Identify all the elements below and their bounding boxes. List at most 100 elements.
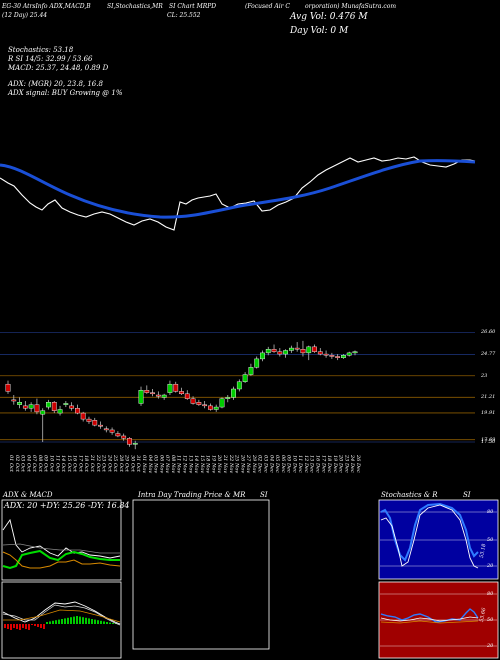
- price-chart: 01 Oct 02 Oct 03 Oct 04 Oct 07 Oct 08 Oct 09 O…: [0, 156, 476, 473]
- macd-bar: [19, 624, 21, 630]
- date-label: 18 Dec: [326, 455, 332, 473]
- rsi-axis-50: 50: [487, 617, 494, 623]
- macd-bar: [37, 624, 39, 627]
- macd-bar: [109, 622, 111, 624]
- moving-average-line: [0, 159, 476, 219]
- candle-body: [69, 405, 75, 409]
- date-label: 18 Oct: [83, 455, 89, 473]
- date-label: 17 Oct: [77, 455, 83, 473]
- macd-bar: [10, 624, 12, 630]
- adx-signal-readout: ADX signal: BUY Growing @ 1%: [8, 89, 123, 97]
- candle-body: [213, 406, 219, 410]
- candle-body: [260, 352, 265, 360]
- price-axis-label: 19.91: [481, 409, 496, 416]
- candle-body: [271, 349, 277, 352]
- header-line2-left: (12 Day) 25.44: [2, 12, 48, 19]
- macd-bar: [52, 620, 54, 624]
- macd-bar: [70, 617, 72, 624]
- adx-line-white: [2, 518, 121, 559]
- candle-body: [283, 350, 288, 355]
- candle-body: [300, 349, 306, 354]
- candle-body: [74, 408, 80, 414]
- candle-body: [51, 402, 57, 411]
- macd-bar: [82, 617, 84, 624]
- candle-body: [225, 397, 231, 399]
- date-label: 22 Oct: [95, 454, 101, 473]
- date-label: 29 Nov: [251, 454, 257, 473]
- date-label: 24 Oct: [106, 454, 112, 473]
- candle-body: [173, 383, 179, 392]
- date-label: 01 Nov: [141, 455, 147, 473]
- candle-body: [46, 402, 51, 408]
- candle-body: [231, 388, 236, 398]
- candle-body: [288, 347, 294, 351]
- date-label: 29 Oct: [124, 454, 130, 473]
- candle-body: [121, 435, 127, 439]
- date-label: 12 Dec: [303, 455, 309, 473]
- date-label: 06 Nov: [158, 455, 164, 473]
- candle-body: [150, 392, 155, 395]
- price-axis-label: 21.21: [481, 394, 496, 401]
- date-label: 08 Nov: [170, 455, 176, 473]
- date-label: 26 Dec: [355, 454, 361, 473]
- date-label: 31 Oct: [135, 455, 141, 473]
- candle-body: [208, 405, 213, 410]
- candle-body: [184, 393, 190, 399]
- date-label: 17 Dec: [320, 455, 326, 473]
- candle-body: [346, 352, 352, 356]
- date-label: 08 Oct: [37, 455, 43, 473]
- macd-bar: [49, 621, 51, 624]
- candle-body: [103, 428, 109, 431]
- macd-bar: [58, 619, 60, 624]
- candle-body: [155, 394, 161, 397]
- adx-values: ADX: 20 +DY: 25.26 -DY: 16.84: [4, 501, 130, 510]
- date-label: 10 Oct: [48, 455, 54, 473]
- macd-bar: [43, 624, 45, 629]
- candle-body: [196, 402, 202, 405]
- candle-body: [312, 346, 317, 352]
- rsi-line-orange: [380, 620, 479, 624]
- macd-bar: [25, 624, 27, 629]
- candle-body: [179, 391, 184, 395]
- macd-bar: [100, 620, 102, 624]
- date-label: 11 Dec: [297, 455, 303, 473]
- candle-body: [335, 356, 341, 358]
- macd-bar: [4, 624, 6, 628]
- candle-body: [202, 404, 208, 407]
- stoch-k-line: [380, 502, 479, 562]
- date-label: 02 Oct: [14, 455, 20, 473]
- price-axis-label: 17.69: [481, 436, 496, 443]
- date-label: 16 Dec: [315, 455, 321, 473]
- header-close: CL: 25.552: [167, 12, 201, 19]
- macd-bar: [94, 619, 96, 624]
- date-label: 11 Oct: [54, 455, 60, 473]
- date-label: 22 Nov: [228, 454, 234, 473]
- date-label: 26 Nov: [239, 454, 245, 473]
- candle-body: [28, 404, 34, 409]
- date-label: 14 Nov: [193, 455, 199, 473]
- candle-body: [63, 403, 69, 405]
- price-axis-label: 24.77: [481, 351, 496, 358]
- date-label: 13 Nov: [187, 455, 193, 473]
- date-label: 09 Dec: [286, 455, 292, 473]
- date-label: 15 Nov: [199, 455, 205, 473]
- macd-bar: [67, 617, 69, 624]
- date-label: 11 Nov: [176, 455, 182, 473]
- date-label: 01 Oct: [8, 455, 14, 473]
- date-label: 24 Dec: [349, 454, 355, 473]
- candle-body: [341, 355, 346, 358]
- date-label: 18 Nov: [205, 455, 211, 473]
- date-label: 15 Oct: [66, 455, 72, 473]
- date-label: 23 Oct: [101, 454, 107, 473]
- candle-body: [236, 381, 242, 390]
- candle-body: [109, 429, 115, 433]
- date-label: 05 Dec: [274, 455, 280, 473]
- candle-body: [254, 358, 260, 368]
- date-label: 14 Oct: [60, 455, 66, 473]
- candle-body: [242, 374, 248, 382]
- macd-bar: [7, 624, 9, 629]
- adx-line-orange: [2, 551, 121, 569]
- candle-body: [40, 410, 46, 415]
- candle-body: [317, 351, 323, 355]
